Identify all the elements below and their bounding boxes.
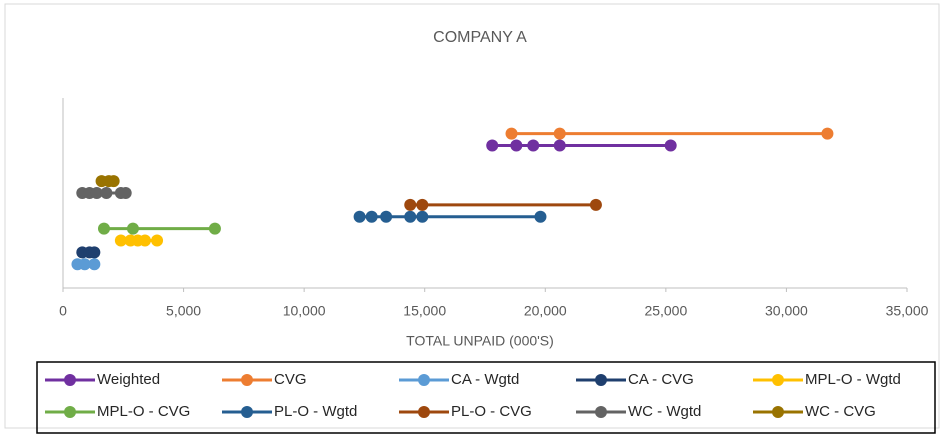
legend-box (36, 361, 936, 434)
legend-label: WC - Wgtd (628, 403, 701, 420)
point (114, 234, 127, 247)
legend-label: MPL-O - Wgtd (805, 371, 901, 388)
point (380, 210, 393, 223)
point (553, 127, 566, 140)
point (119, 187, 132, 199)
point (126, 222, 139, 235)
x-tick-label: 25,000 (644, 303, 687, 319)
x-tick-label: 15,000 (403, 303, 446, 319)
point (151, 234, 164, 247)
point (88, 258, 101, 271)
legend-marker (241, 374, 253, 386)
legend-label: CA - CVG (628, 371, 694, 388)
point (416, 210, 429, 223)
point (138, 234, 151, 247)
legend-marker (772, 406, 784, 418)
point (416, 198, 429, 211)
x-tick-label: 20,000 (524, 303, 567, 319)
point (821, 127, 834, 140)
x-tick-label: 35,000 (886, 303, 929, 319)
point (589, 198, 602, 211)
legend-label: WC - CVG (805, 403, 876, 420)
legend-label: CVG (274, 371, 307, 388)
x-tick-label: 5,000 (166, 303, 201, 319)
legend-label: PL-O - Wgtd (274, 403, 357, 420)
point (527, 139, 540, 152)
legend-marker (64, 406, 76, 418)
point (510, 139, 523, 152)
legend-marker (64, 374, 76, 386)
legend-label: PL-O - CVG (451, 403, 532, 420)
point (534, 210, 547, 223)
point (553, 139, 566, 152)
point (664, 139, 677, 152)
point (505, 127, 518, 140)
legend-marker (595, 374, 607, 386)
x-tick-label: 10,000 (283, 303, 326, 319)
legend-label: Weighted (97, 371, 160, 388)
point (90, 187, 103, 199)
point (486, 139, 499, 152)
legend-marker (418, 374, 430, 386)
point (100, 187, 113, 199)
x-axis-title: TOTAL UNPAID (000'S) (406, 333, 554, 349)
point (353, 210, 366, 223)
x-tick-label: 30,000 (765, 303, 808, 319)
point (88, 246, 101, 259)
point (208, 222, 221, 235)
legend-marker (418, 406, 430, 418)
point (404, 198, 417, 211)
legend-label: MPL-O - CVG (97, 403, 190, 420)
legend-marker (772, 374, 784, 386)
legend-marker (241, 406, 253, 418)
point (78, 258, 91, 271)
legend-marker (595, 406, 607, 418)
point (365, 210, 378, 223)
point (107, 175, 120, 188)
point (97, 222, 110, 235)
chart-title: COMPANY A (433, 29, 527, 46)
legend-label: CA - Wgtd (451, 371, 519, 388)
point (404, 210, 417, 223)
x-tick-label: 0 (59, 303, 67, 319)
